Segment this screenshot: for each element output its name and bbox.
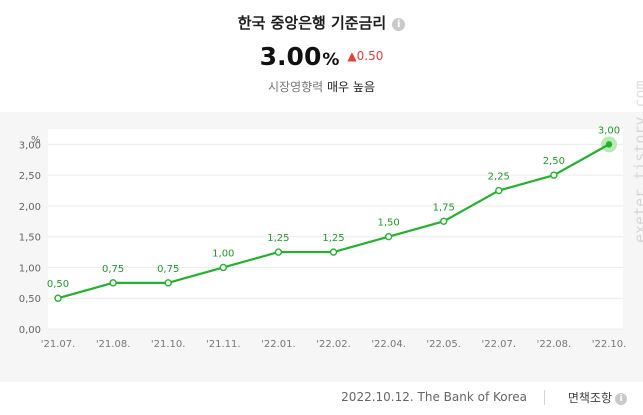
disclaimer-link[interactable]: 면책조항 i [568,389,627,406]
rate-chart: 0,00 0,50 1,00 1,50 2,00 2,50 3,00% '21.07. '21.… [19,125,627,350]
y-tick-label: 0,50 [19,294,41,305]
y-tick-label: 3,00 [19,140,41,151]
x-tick-label: '22.04. [371,339,406,350]
disclaimer-info-icon[interactable]: i [615,393,627,405]
page-title: 한국 중앙은행 기준금리 [237,14,387,32]
data-label: 0,75 [157,264,179,275]
data-point [219,263,228,272]
y-axis-label: % [31,135,41,146]
data-point [274,248,283,256]
info-icon[interactable]: i [392,18,406,31]
x-tick-label: '22.01. [261,339,296,350]
impact-label: 시장영향력 [267,80,324,94]
value-row: 3.00% ▲0.50 [0,42,643,71]
x-tick-label: '22.08. [537,339,572,350]
data-point [440,217,448,226]
y-tick-label: 1,50 [19,233,41,244]
data-point [384,232,393,241]
data-label: 3,00 [598,125,620,136]
impact-row: 시장영향력 매우 높음 [0,78,643,95]
y-tick-label: 1,00 [19,263,41,274]
x-tick-label: '22.07. [482,339,517,350]
title-row: 한국 중앙은행 기준금리 i [0,12,643,33]
watermark: exeter.tistory.com [631,80,643,243]
data-label: 1,50 [377,218,399,229]
x-tick-label: '22.10. [592,339,627,350]
disclaimer-label: 면책조항 [567,391,612,405]
data-point [164,279,172,287]
data-label: 0,50 [47,279,69,290]
data-point [495,186,503,195]
rate-unit: % [322,50,340,70]
y-tick-label: 2,50 [19,171,41,182]
rate-value: 3.00 [259,42,322,71]
chart-area: 0,00 0,50 1,00 1,50 2,00 2,50 3,00% '21.07. '21.… [0,112,643,382]
source-text: 2022.10.12. The Bank of Korea [341,390,527,404]
y-tick-label: 0,00 [19,325,41,336]
data-point [605,141,613,148]
x-tick-label: '21.07. [41,339,76,350]
data-point [109,279,117,287]
data-label: 1,25 [267,233,289,244]
x-tick-label: '21.10. [151,339,186,350]
data-label: 1,25 [322,233,344,244]
y-tick-label: 2,00 [19,202,41,213]
x-tick-label: '21.08. [96,339,131,350]
data-point [329,248,338,256]
data-label: 1,00 [212,248,234,259]
data-label: 1,75 [433,202,455,213]
footer-divider [544,390,545,405]
data-label: 2,25 [488,172,510,183]
data-label: 2,50 [543,156,565,167]
data-label: 0,75 [102,264,124,275]
header: 한국 중앙은행 기준금리 i 3.00% ▲0.50 시장영향력 매우 높음 [0,0,643,112]
data-point [550,171,558,179]
plot-area [48,129,623,329]
impact-value: 매우 높음 [327,80,375,94]
x-tick-label: '22.02. [316,339,351,350]
x-tick-label: '21.11. [206,339,241,350]
rate-change: ▲0.50 [347,49,384,63]
x-tick-label: '22.05. [426,339,461,350]
data-point [54,294,62,302]
footer: 2022.10.12. The Bank of Korea 면책조항 i [0,382,643,415]
